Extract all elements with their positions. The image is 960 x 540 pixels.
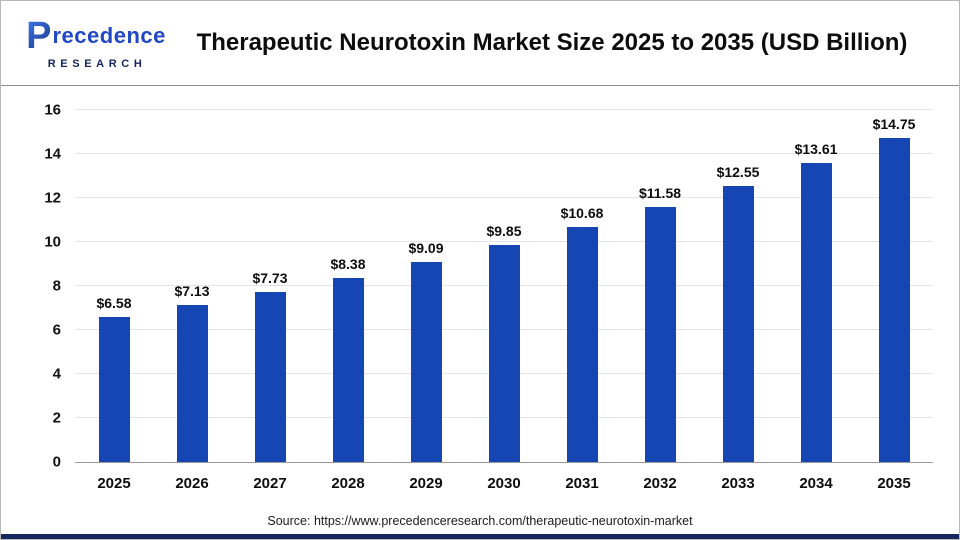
chart-region: $6.58 $7.13 $7.73 $8.38 $9.09 $9.85 $10.68 $11.…	[1, 86, 959, 539]
x-tick-label: 2030	[487, 475, 521, 492]
gridline	[75, 241, 933, 242]
gridline	[75, 197, 933, 198]
y-tick-label: 16	[44, 101, 61, 119]
x-axis-labels: 2025 2026 2027 2028 2029 2030 2031 2032 2033 2034…	[75, 462, 933, 492]
precedence-logo: P recedence RESEARCH	[21, 17, 171, 70]
y-tick-label: 10	[44, 233, 61, 251]
bar[interactable]	[722, 185, 754, 462]
chart-title: Therapeutic Neurotoxin Market Size 2025 …	[196, 29, 908, 56]
bar[interactable]	[98, 317, 130, 462]
bar-value-label: $10.68	[560, 205, 604, 222]
bar-column: $11.58	[621, 110, 699, 462]
bar-value-label: $8.38	[330, 255, 366, 272]
bars-row: $6.58 $7.13 $7.73 $8.38 $9.09 $9.85 $10.68 $11.…	[75, 110, 933, 462]
bar-value-label: $13.61	[794, 140, 838, 157]
y-tick-label: 0	[52, 453, 61, 471]
header: P recedence RESEARCH Therapeutic Neuroto…	[1, 1, 959, 86]
bar-column: $9.09	[387, 110, 465, 462]
bar-value-label: $9.85	[486, 223, 522, 240]
bar[interactable]	[566, 227, 598, 462]
bar-column: $7.13	[153, 110, 231, 462]
x-tick-label: 2033	[721, 475, 755, 492]
x-tick-label: 2029	[409, 475, 443, 492]
bar-column: $13.61	[777, 110, 855, 462]
bar-value-label: $14.75	[872, 115, 916, 132]
bar-value-label: $9.09	[408, 240, 444, 257]
bar[interactable]	[254, 291, 286, 462]
gridline	[75, 109, 933, 110]
x-tick-label: 2026	[175, 475, 209, 492]
bar-column: $9.85	[465, 110, 543, 462]
bar[interactable]	[488, 245, 520, 462]
bar[interactable]	[410, 262, 442, 462]
bar-column: $10.68	[543, 110, 621, 462]
x-tick-label: 2031	[565, 475, 599, 492]
bar-value-label: $12.55	[716, 163, 760, 180]
logo-p-icon: P	[26, 14, 52, 57]
x-tick-label: 2027	[253, 475, 287, 492]
bar-value-label: $7.13	[174, 283, 210, 300]
bar-column: $6.58	[75, 110, 153, 462]
bar-column: $12.55	[699, 110, 777, 462]
x-tick-label: 2034	[799, 475, 833, 492]
gridline	[75, 153, 933, 154]
y-tick-label: 14	[44, 145, 61, 163]
plot-area: $6.58 $7.13 $7.73 $8.38 $9.09 $9.85 $10.68 $11.…	[44, 102, 933, 492]
logo-subtitle: RESEARCH	[47, 57, 147, 70]
bar-value-label: $6.58	[96, 295, 132, 312]
logo-wordmark: P recedence	[26, 17, 166, 55]
x-tick-label: 2025	[97, 475, 131, 492]
y-tick-label: 6	[52, 321, 61, 339]
x-tick-label: 2035	[877, 475, 911, 492]
bar[interactable]	[644, 207, 676, 462]
bar-column: $8.38	[309, 110, 387, 462]
y-tick-label: 2	[52, 409, 61, 427]
bar[interactable]	[800, 162, 832, 462]
x-tick-label: 2032	[643, 475, 677, 492]
logo-name-text: recedence	[52, 22, 166, 48]
source-text: Source: https://www.precedenceresearch.c…	[267, 514, 693, 528]
y-tick-label: 12	[44, 189, 61, 207]
bar-column: $14.75	[855, 110, 933, 462]
bar-value-label: $11.58	[638, 185, 682, 202]
y-tick-label: 4	[52, 365, 61, 383]
bar-value-label: $7.73	[252, 269, 288, 286]
bar[interactable]	[176, 305, 208, 462]
bar-column: $7.73	[231, 110, 309, 462]
bottom-accent-strip	[1, 534, 959, 539]
bar[interactable]	[878, 137, 910, 462]
y-tick-label: 8	[52, 277, 61, 295]
x-tick-label: 2028	[331, 475, 365, 492]
bar[interactable]	[332, 277, 364, 462]
